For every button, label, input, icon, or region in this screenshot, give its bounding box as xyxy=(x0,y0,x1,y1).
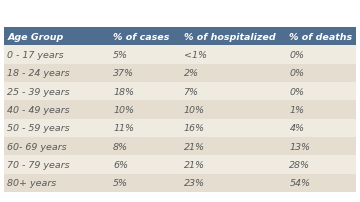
Text: 60- 69 years: 60- 69 years xyxy=(7,142,67,151)
Text: 50 - 59 years: 50 - 59 years xyxy=(7,124,70,133)
Text: 16%: 16% xyxy=(184,124,204,133)
Bar xyxy=(4,119,109,137)
Bar xyxy=(180,46,286,64)
Text: 6%: 6% xyxy=(113,160,128,169)
Text: 10%: 10% xyxy=(113,105,134,114)
Bar xyxy=(4,46,109,64)
Bar xyxy=(180,64,286,83)
Bar xyxy=(4,156,109,174)
Text: 28%: 28% xyxy=(289,160,310,169)
Text: 2%: 2% xyxy=(184,69,199,78)
Bar xyxy=(286,174,356,192)
Bar xyxy=(180,156,286,174)
Text: 0 - 17 years: 0 - 17 years xyxy=(7,51,64,60)
Bar xyxy=(4,83,109,101)
Text: % of cases: % of cases xyxy=(113,33,170,42)
Bar xyxy=(286,46,356,64)
Bar xyxy=(109,156,180,174)
Text: 5%: 5% xyxy=(113,178,128,187)
Bar xyxy=(4,101,109,119)
Text: 18%: 18% xyxy=(113,87,134,96)
Bar xyxy=(286,119,356,137)
Text: 11%: 11% xyxy=(113,124,134,133)
Bar xyxy=(109,174,180,192)
Bar xyxy=(286,101,356,119)
Bar xyxy=(286,28,356,46)
Bar xyxy=(109,64,180,83)
Text: 21%: 21% xyxy=(184,142,204,151)
Text: 18 - 24 years: 18 - 24 years xyxy=(7,69,70,78)
Bar xyxy=(4,137,109,156)
Text: 40 - 49 years: 40 - 49 years xyxy=(7,105,70,114)
Bar xyxy=(180,174,286,192)
Text: 5%: 5% xyxy=(113,51,128,60)
Bar xyxy=(286,156,356,174)
Text: 25 - 39 years: 25 - 39 years xyxy=(7,87,70,96)
Text: 0%: 0% xyxy=(289,69,305,78)
Text: 8%: 8% xyxy=(113,142,128,151)
Bar xyxy=(180,137,286,156)
Text: 0%: 0% xyxy=(289,51,305,60)
Text: 10%: 10% xyxy=(184,105,204,114)
Text: 70 - 79 years: 70 - 79 years xyxy=(7,160,70,169)
Text: 13%: 13% xyxy=(289,142,310,151)
Text: % of deaths: % of deaths xyxy=(289,33,352,42)
Text: 7%: 7% xyxy=(184,87,199,96)
Bar xyxy=(180,119,286,137)
Bar xyxy=(109,101,180,119)
Bar xyxy=(286,137,356,156)
Bar xyxy=(286,83,356,101)
Text: <1%: <1% xyxy=(184,51,207,60)
Bar xyxy=(109,83,180,101)
Text: 54%: 54% xyxy=(289,178,310,187)
Text: Age Group: Age Group xyxy=(7,33,63,42)
Bar xyxy=(109,137,180,156)
Text: 80+ years: 80+ years xyxy=(7,178,57,187)
Text: 23%: 23% xyxy=(184,178,204,187)
Text: 0%: 0% xyxy=(289,87,305,96)
Bar xyxy=(286,64,356,83)
Bar xyxy=(109,119,180,137)
Text: 21%: 21% xyxy=(184,160,204,169)
Text: 4%: 4% xyxy=(289,124,305,133)
Bar xyxy=(4,28,109,46)
Bar xyxy=(180,101,286,119)
Bar xyxy=(4,64,109,83)
Bar xyxy=(109,46,180,64)
Bar xyxy=(180,83,286,101)
Bar xyxy=(180,28,286,46)
Bar xyxy=(4,174,109,192)
Text: 37%: 37% xyxy=(113,69,134,78)
Text: 1%: 1% xyxy=(289,105,305,114)
Text: % of hospitalized: % of hospitalized xyxy=(184,33,275,42)
Bar xyxy=(109,28,180,46)
